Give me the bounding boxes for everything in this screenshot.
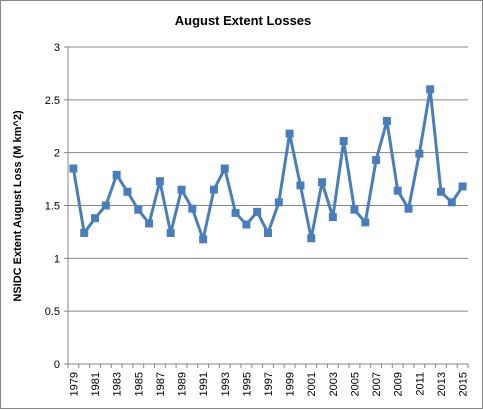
data-point-marker: [209, 185, 218, 194]
x-tick-label: 2013: [436, 372, 448, 396]
chart-title: August Extent Losses: [175, 13, 312, 28]
series-layer: [69, 85, 467, 244]
data-point-marker: [426, 85, 435, 94]
data-point-marker: [458, 182, 467, 191]
x-tick-label: 2015: [458, 372, 470, 396]
axes: [64, 46, 469, 368]
y-tick-label: 3: [54, 42, 60, 54]
y-axis-ticks: 0 0.5 1 1.5 2 2.5 3: [45, 42, 60, 371]
data-point-marker: [328, 213, 337, 222]
data-point-marker: [350, 205, 359, 214]
data-point-marker: [285, 129, 294, 138]
x-tick-label: 2005: [349, 372, 361, 396]
data-point-marker: [101, 201, 110, 210]
x-tick-label: 2007: [371, 372, 383, 396]
series-line: [71, 87, 464, 241]
x-tick-label: 1979: [68, 372, 80, 396]
x-axis-ticks: 1979 1981 1983 1985 1987 1989 1991 1993 1995 1997…: [68, 372, 469, 396]
x-tick-label: 1999: [285, 372, 297, 396]
data-point-marker: [112, 170, 121, 179]
data-point-marker: [145, 219, 154, 228]
y-tick-label: 0.5: [45, 306, 60, 318]
data-point-marker: [415, 149, 424, 158]
x-tick-label: 1993: [220, 372, 232, 396]
data-point-marker: [231, 208, 240, 217]
data-point-marker: [69, 164, 78, 173]
y-tick-label: 1.5: [45, 201, 60, 213]
data-point-marker: [91, 214, 100, 223]
data-point-marker: [199, 235, 208, 244]
x-tick-label: 1981: [90, 372, 102, 396]
data-point-marker: [361, 218, 370, 227]
data-point-marker: [253, 207, 262, 216]
y-axis-title: NSIDC Extent August Loss (M km^2): [12, 110, 24, 302]
x-tick-label: 2001: [306, 372, 318, 396]
data-point-marker: [80, 228, 89, 237]
data-point-marker: [436, 187, 445, 196]
data-point-marker: [382, 116, 391, 125]
data-point-marker: [372, 156, 381, 165]
y-tick-label: 0: [54, 359, 60, 371]
data-point-marker: [274, 198, 283, 207]
data-point-marker: [220, 164, 229, 173]
y-tick-label: 1: [54, 253, 60, 265]
data-point-marker: [188, 204, 197, 213]
data-point-marker: [242, 220, 251, 229]
data-point-marker: [307, 234, 316, 243]
y-tick-label: 2: [54, 148, 60, 160]
data-point-marker: [177, 185, 186, 194]
x-tick-label: 2009: [393, 372, 405, 396]
x-tick-label: 1989: [177, 372, 189, 396]
x-tick-label: 1995: [241, 372, 253, 396]
data-point-marker: [339, 137, 348, 146]
x-tick-label: 1983: [112, 372, 124, 396]
x-tick-label: 1997: [263, 372, 275, 396]
data-point-marker: [447, 198, 456, 207]
gridlines: [68, 46, 468, 312]
data-point-marker: [166, 228, 175, 237]
x-tick-label: 2011: [414, 372, 426, 396]
data-point-marker: [404, 204, 413, 213]
data-point-marker: [134, 205, 143, 214]
data-point-marker: [264, 228, 272, 237]
x-tick-label: 1985: [133, 372, 145, 396]
data-point-marker: [393, 186, 402, 195]
y-tick-label: 2.5: [45, 95, 60, 107]
x-tick-label: 2003: [328, 372, 340, 396]
data-point-marker: [123, 187, 132, 196]
x-tick-label: 1991: [198, 372, 210, 396]
data-point-marker: [296, 181, 305, 190]
data-point-marker: [318, 178, 327, 187]
x-tick-label: 1987: [155, 372, 167, 396]
data-point-marker: [155, 177, 164, 186]
